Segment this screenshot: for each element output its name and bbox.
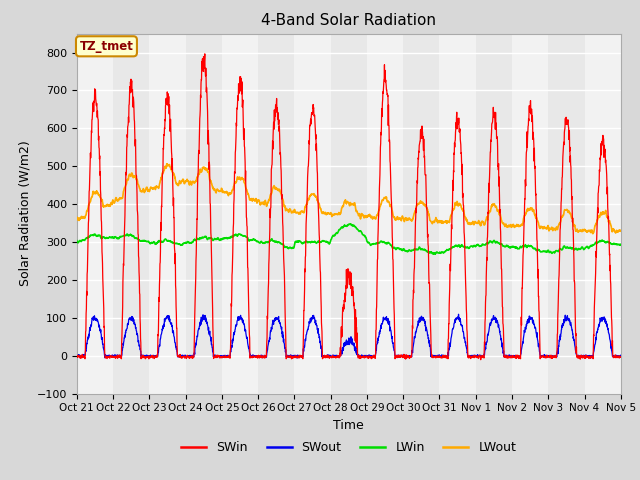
Bar [113,34,149,394]
Text: TZ_tmet: TZ_tmet [79,40,133,53]
Bar [476,34,512,394]
Bar [258,34,294,394]
Bar [403,34,440,394]
Y-axis label: Solar Radiation (W/m2): Solar Radiation (W/m2) [18,141,31,287]
Title: 4-Band Solar Radiation: 4-Band Solar Radiation [261,13,436,28]
Bar [186,34,222,394]
Bar [548,34,584,394]
Bar [331,34,367,394]
X-axis label: Time: Time [333,419,364,432]
Legend: SWin, SWout, LWin, LWout: SWin, SWout, LWin, LWout [176,436,522,459]
